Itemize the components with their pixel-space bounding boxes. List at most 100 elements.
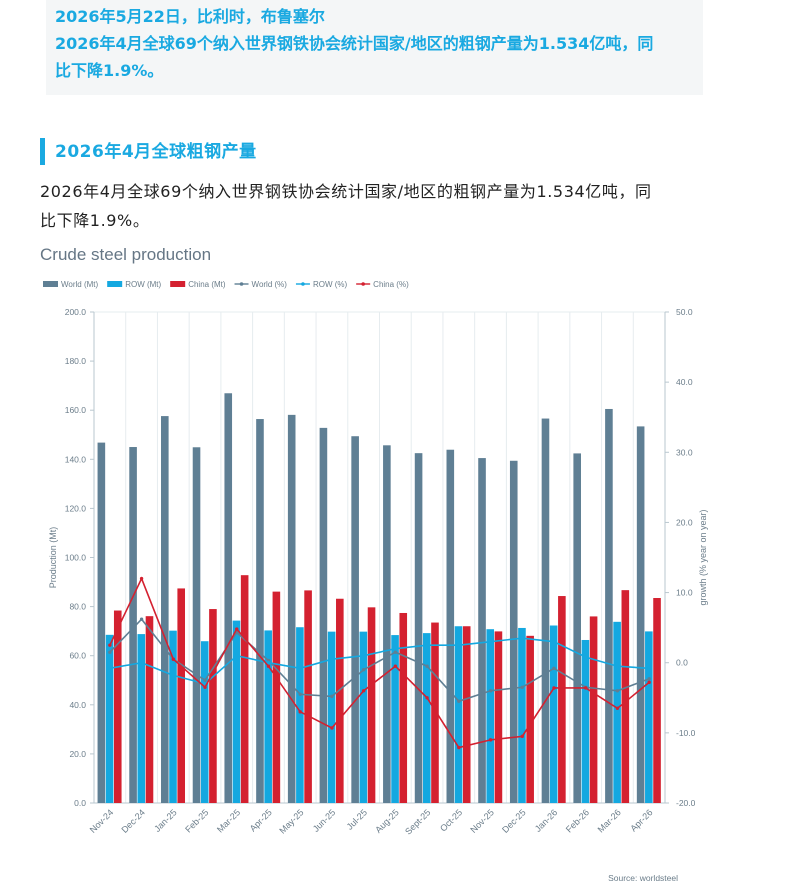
series-point	[139, 576, 144, 581]
bar	[327, 631, 336, 803]
series-point	[615, 706, 620, 711]
legend-label: ROW (%)	[313, 280, 348, 289]
bar	[581, 639, 590, 803]
bar	[272, 591, 281, 803]
y-tick-label: 40.0	[69, 700, 86, 710]
series-point	[583, 686, 588, 690]
bar	[264, 630, 272, 803]
bar	[486, 629, 495, 803]
x-tick-label: Aug-25	[373, 807, 401, 835]
bar	[454, 626, 463, 803]
series-point	[266, 664, 271, 668]
bar	[177, 588, 186, 803]
series-point	[171, 657, 176, 661]
bar	[97, 442, 106, 803]
bar	[605, 408, 613, 803]
series-point	[457, 643, 461, 647]
x-tick-label: Nov-24	[88, 807, 116, 835]
bar	[509, 460, 518, 803]
series-point	[393, 646, 398, 651]
y-tick-label: 140.0	[65, 454, 87, 464]
y2-tick-label: 10.0	[676, 588, 693, 598]
y-tick-label: 80.0	[69, 602, 86, 612]
bar	[161, 416, 169, 803]
series-point	[235, 654, 239, 658]
series-point	[361, 668, 366, 672]
y2-tick-label: -20.0	[676, 798, 696, 808]
series-point	[647, 677, 651, 681]
series-point	[425, 664, 429, 668]
series-point	[330, 726, 334, 730]
y2-tick-label: -10.0	[676, 728, 696, 738]
bar	[573, 453, 581, 803]
series-point	[266, 661, 271, 665]
x-tick-label: Dec-24	[119, 807, 147, 835]
y-tick-label: 120.0	[65, 503, 87, 513]
y-tick-label: 200.0	[65, 307, 87, 317]
x-tick-label: Dec-25	[500, 807, 528, 835]
legend-swatch	[361, 282, 365, 286]
series-point	[552, 639, 556, 644]
bar	[224, 393, 233, 803]
series-point	[520, 685, 524, 689]
series-point	[203, 678, 207, 682]
bar	[113, 610, 122, 803]
chart-axes	[90, 311, 669, 804]
bar	[359, 631, 368, 803]
header-box	[46, 0, 703, 95]
chart-svg: World (Mt) ROW (Mt) China (Mt) World (%) ROW…	[43, 280, 708, 883]
series-point	[552, 686, 556, 690]
date-location: 2026年5月22日，比利时，布鲁塞尔	[55, 7, 325, 26]
y2-tick-label: 30.0	[676, 447, 693, 457]
source-label: Source: worldsteel	[608, 873, 678, 883]
x-tick-label: Jun-25	[311, 807, 338, 834]
bar	[129, 447, 137, 803]
series-point	[488, 639, 493, 644]
series-point	[457, 745, 461, 750]
bar	[549, 625, 558, 803]
y2-axis-title: growth (% year on year)	[698, 509, 708, 605]
bar	[304, 590, 312, 803]
series-point	[171, 673, 176, 678]
bar	[287, 414, 296, 803]
legend-label: World (Mt)	[61, 280, 99, 289]
bar	[494, 631, 503, 803]
series-point	[139, 661, 144, 665]
y-tick-label: 0.0	[74, 798, 86, 808]
legend-swatch	[43, 281, 58, 287]
section-accent-bar	[40, 138, 45, 165]
bar	[636, 426, 645, 803]
series-point	[203, 685, 207, 689]
bar	[422, 633, 431, 803]
series-point	[520, 636, 524, 640]
header-summary-line2: 比下降1.9%。	[55, 61, 164, 80]
x-tick-label: Apr-26	[628, 807, 654, 833]
x-tick-label: Sept-25	[403, 807, 432, 836]
series-point	[330, 694, 334, 699]
y2-tick-label: 20.0	[676, 517, 693, 527]
bar	[145, 616, 154, 803]
bar	[518, 627, 526, 803]
series-point	[139, 617, 144, 621]
series-point	[615, 689, 620, 693]
bar	[336, 598, 344, 803]
bar	[478, 458, 486, 803]
bar	[256, 419, 264, 803]
bar	[296, 627, 304, 803]
bar	[431, 622, 439, 803]
y-tick-label: 60.0	[69, 651, 86, 661]
x-tick-label: Jan-25	[152, 807, 179, 834]
y-tick-label: 160.0	[65, 405, 87, 415]
series-point	[108, 666, 112, 671]
x-tick-label: Jan-26	[533, 807, 560, 834]
bar	[105, 634, 114, 803]
bar	[391, 635, 399, 803]
bar	[240, 575, 249, 803]
series-point	[393, 664, 398, 668]
series-point	[108, 650, 112, 654]
x-tick-label: Apr-25	[248, 807, 274, 833]
bar	[645, 631, 653, 803]
bar	[558, 596, 566, 803]
series-point	[361, 654, 366, 658]
x-tick-label: Mar-25	[215, 807, 242, 834]
